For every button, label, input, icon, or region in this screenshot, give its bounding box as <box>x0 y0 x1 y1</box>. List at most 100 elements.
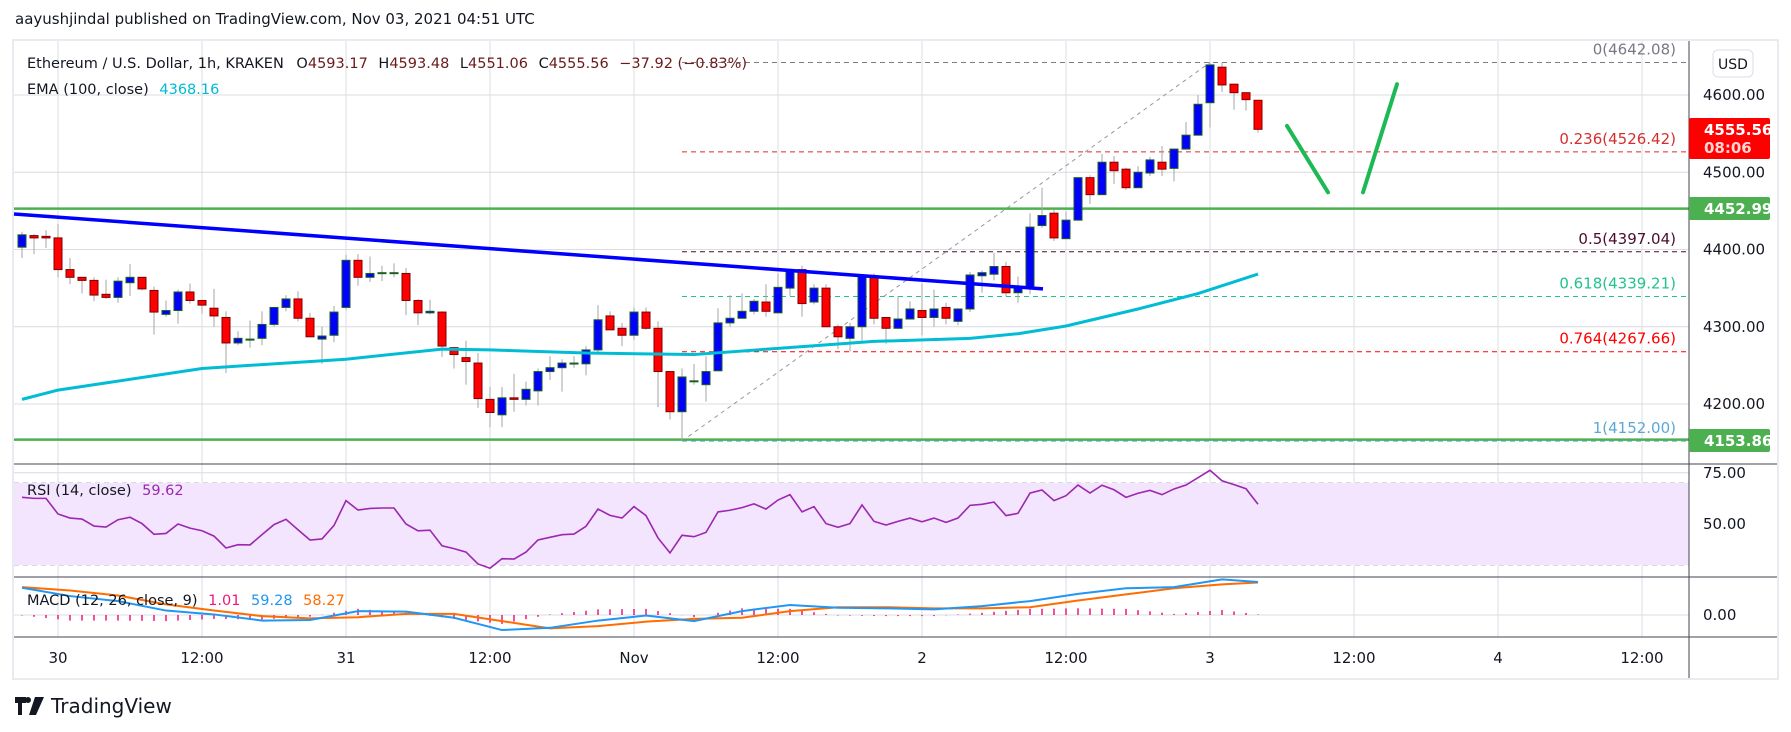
rsi-legend: RSI (14, close) 59.62 <box>27 483 184 499</box>
macd-line <box>21 578 1259 632</box>
candle-body <box>233 337 243 344</box>
candle-body <box>245 338 255 341</box>
time-axis-label: 12:00 <box>1044 649 1087 667</box>
candle-body <box>53 237 63 271</box>
level-badge-support: 4153.86 <box>1689 429 1772 452</box>
currency-button[interactable]: USD <box>1712 49 1754 78</box>
time-axis-label: 12:00 <box>1332 649 1375 667</box>
candle-body <box>293 298 303 319</box>
rsi-value: 59.62 <box>142 483 184 499</box>
candle-body <box>101 293 111 298</box>
tradingview-logo[interactable]: TradingView <box>15 694 172 718</box>
rsi-band <box>14 483 1689 565</box>
candle-body <box>893 318 903 329</box>
candle-body <box>1061 219 1071 240</box>
candle-body <box>977 272 987 277</box>
candle-body <box>665 371 675 413</box>
fib-level-label: 1(4152.00) <box>1593 419 1676 437</box>
price-axis-label: 4200.00 <box>1703 395 1765 413</box>
price-axis-label: 4600.00 <box>1703 86 1765 104</box>
candle-body <box>1121 168 1131 189</box>
candle-body <box>569 362 579 365</box>
candle-body <box>809 287 819 303</box>
candle-body <box>77 276 87 281</box>
candle-body <box>197 299 207 306</box>
projection-line <box>1285 123 1330 195</box>
rsi-pane <box>21 469 1259 570</box>
low-value: 4551.06 <box>468 56 528 72</box>
axes: 30 12:00 31 12:00 Nov 12:00 2 12:00 3 12:00 4 12:00… <box>48 86 1765 667</box>
trendline <box>13 212 1044 291</box>
macd-axis-label: 0.00 <box>1703 606 1736 624</box>
high-value: 4593.48 <box>389 56 449 72</box>
candle-body <box>1097 161 1107 196</box>
candle-body <box>1145 159 1155 174</box>
fib-level-label: 0.764(4267.66) <box>1559 330 1676 348</box>
candle-body <box>389 272 399 275</box>
candle-body <box>989 265 999 275</box>
publish-info: aayushjindal published on TradingView.co… <box>15 10 535 28</box>
candle-body <box>941 306 951 319</box>
candle-body <box>1085 177 1095 196</box>
candle-body <box>761 301 771 312</box>
candle-body <box>341 259 351 308</box>
candle-body <box>533 371 543 392</box>
candle-body <box>605 315 615 331</box>
time-axis-label: 12:00 <box>180 649 223 667</box>
low-label: L <box>460 56 468 72</box>
rsi-label: RSI (14, close) <box>27 483 132 499</box>
candle-body <box>1205 64 1215 104</box>
candle-body <box>449 347 459 356</box>
candle-body <box>461 357 471 363</box>
candle-body <box>329 311 339 336</box>
time-axis-label: 12:00 <box>468 649 511 667</box>
candle-body <box>965 274 975 310</box>
candle-body <box>65 269 75 278</box>
time-axis-label: 4 <box>1493 649 1503 667</box>
time-axis-label: 2 <box>917 649 927 667</box>
candle-body <box>353 259 363 278</box>
candle-body <box>305 317 315 338</box>
candle-body <box>869 276 879 319</box>
candle-body <box>1049 212 1059 239</box>
ema-legend: EMA (100, close) 4368.16 <box>27 82 219 98</box>
candle-body <box>773 286 783 314</box>
candle-body <box>857 274 867 328</box>
candle-body <box>521 388 531 400</box>
candle-body <box>401 272 411 301</box>
candle-body <box>473 362 483 400</box>
rsi-line <box>21 469 1259 570</box>
rsi-axis-label: 50.00 <box>1703 515 1746 533</box>
macd-signal-line <box>21 581 1259 630</box>
candle-body <box>269 306 279 325</box>
rsi-axis-label: 75.00 <box>1703 464 1746 482</box>
close-label: C <box>539 56 549 72</box>
candle-body <box>281 298 291 308</box>
macd-legend: MACD (12, 26, close, 9) 1.01 59.28 58.27 <box>27 593 345 609</box>
candle-body <box>725 317 735 324</box>
candle-body <box>125 276 135 284</box>
candle-body <box>905 308 915 320</box>
candle-body <box>1193 103 1203 136</box>
candle-body <box>209 307 219 317</box>
candles <box>17 62 1263 442</box>
candle-body <box>641 311 651 329</box>
candle-body <box>1229 83 1239 94</box>
candle-body <box>845 326 855 339</box>
fib-level-label: 0.5(4397.04) <box>1578 230 1676 248</box>
fib-level-label: 0.618(4339.21) <box>1559 274 1676 292</box>
change-value: −37.92 (−0.83%) <box>619 56 747 72</box>
last-price-badge: 4555.56 08:06 <box>1689 118 1772 159</box>
ema-line <box>21 272 1259 401</box>
candle-body <box>1253 99 1263 130</box>
high-label: H <box>378 56 389 72</box>
candle-body <box>593 319 603 351</box>
candle-body <box>581 349 591 365</box>
macd-pane <box>21 578 1259 632</box>
macd-label: MACD (12, 26, close, 9) <box>27 593 198 609</box>
candle-body <box>929 308 939 318</box>
candle-body <box>161 310 171 315</box>
candle-body <box>437 311 447 347</box>
bar-countdown: 08:06 <box>1704 139 1752 157</box>
